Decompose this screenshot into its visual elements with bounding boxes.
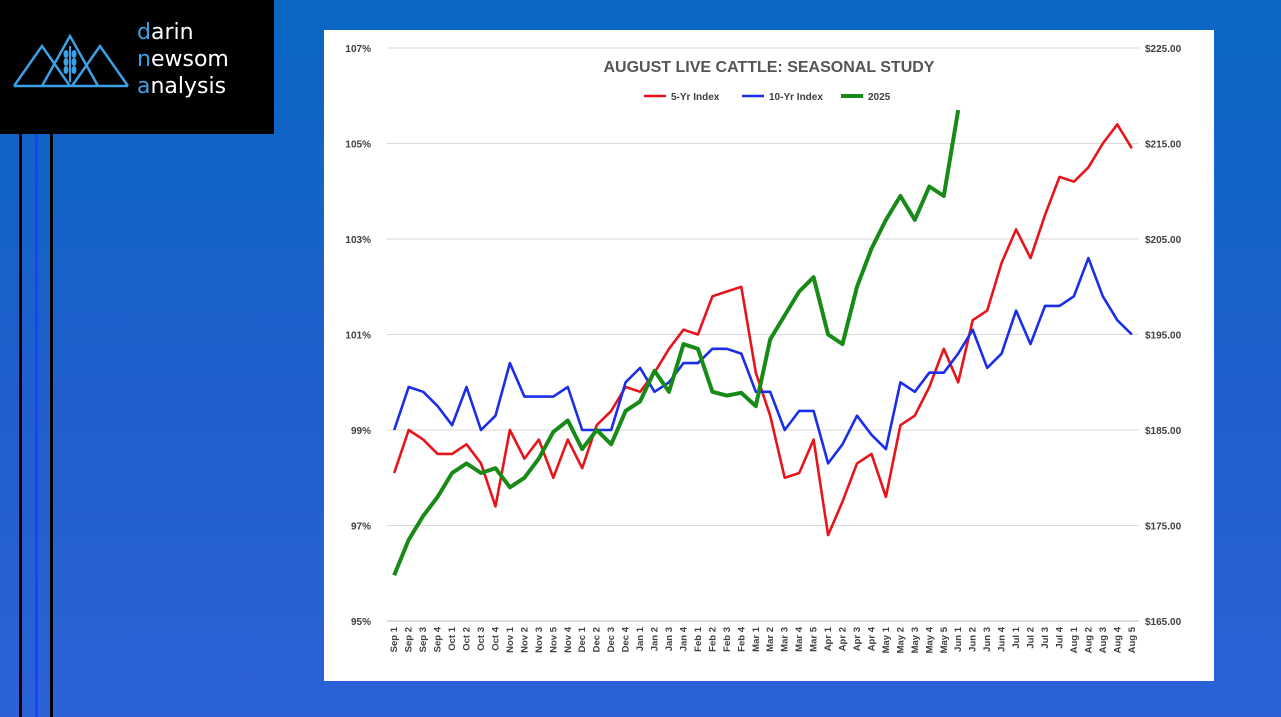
- y-right-tick-label: $215.00: [1145, 140, 1182, 151]
- y-right-tick-label: $225.00: [1145, 44, 1182, 55]
- x-tick-label: Sep 3: [418, 627, 429, 652]
- x-tick-label: Aug 2: [1083, 627, 1094, 653]
- x-tick-label: Oct 4: [490, 626, 501, 650]
- x-tick-label: May 4: [924, 626, 935, 653]
- x-tick-label: Feb 4: [736, 626, 747, 652]
- x-tick-label: Nov 1: [505, 626, 516, 653]
- x-tick-label: Mar 3: [780, 627, 791, 652]
- brand-line-1: darin: [137, 20, 194, 45]
- x-tick-label: Sep 4: [433, 626, 444, 652]
- x-tick-label: Oct 1: [447, 626, 458, 650]
- x-tick-label: Nov 5: [548, 626, 559, 653]
- x-tick-label: Jul 2: [1026, 627, 1037, 649]
- x-tick-label: May 1: [881, 626, 892, 653]
- x-tick-label: Feb 2: [707, 627, 718, 652]
- x-tick-label: Jun 1: [953, 626, 964, 652]
- chart-title: AUGUST LIVE CATTLE: SEASONAL STUDY: [604, 59, 935, 76]
- x-tick-label: Jan 1: [635, 626, 646, 651]
- x-tick-label: Apr 2: [838, 627, 849, 651]
- brand-line-3: analysis: [137, 74, 227, 99]
- x-tick-label: Jul 1: [1011, 626, 1022, 648]
- x-tick-label: Jan 4: [678, 626, 689, 651]
- series-line-10-yr-index: [392, 256, 1133, 465]
- y-left-tick-label: 95%: [351, 617, 371, 628]
- x-tick-label: May 5: [939, 626, 950, 653]
- y-right-tick-label: $205.00: [1145, 235, 1182, 246]
- x-tick-label: Jan 3: [664, 627, 675, 651]
- x-tick-label: Dec 3: [606, 627, 617, 652]
- x-tick-label: Apr 1: [823, 626, 834, 651]
- x-tick-label: Oct 2: [462, 627, 473, 651]
- x-tick-label: Mar 5: [809, 626, 820, 652]
- x-tick-label: Jun 2: [968, 627, 979, 652]
- x-tick-label: Dec 1: [577, 626, 588, 652]
- y-left-tick-label: 107%: [345, 44, 371, 55]
- x-tick-label: Dec 4: [621, 626, 632, 652]
- x-tick-label: Apr 4: [866, 626, 877, 651]
- x-tick-label: Nov 4: [563, 626, 574, 653]
- decor-bar-3: [50, 134, 53, 717]
- x-tick-label: Dec 2: [592, 627, 603, 652]
- chart-panel: AUGUST LIVE CATTLE: SEASONAL STUDY 107% $…: [324, 30, 1214, 681]
- y-right-tick-label: $185.00: [1145, 426, 1182, 437]
- y-left-tick-label: 99%: [351, 426, 371, 437]
- brand-logo: darin newsom analysis: [0, 0, 274, 134]
- x-tick-label: Mar 2: [765, 627, 776, 652]
- y-left-tick-label: 105%: [345, 140, 371, 151]
- x-tick-label: Jul 4: [1054, 626, 1065, 648]
- x-tick-label: Oct 3: [476, 627, 487, 651]
- x-tick-label: Apr 3: [852, 627, 863, 651]
- y-left-tick-label: 101%: [345, 331, 371, 342]
- x-tick-label: Nov 3: [534, 627, 545, 653]
- x-tick-label: May 3: [910, 627, 921, 653]
- x-tick-label: Aug 1: [1069, 626, 1080, 653]
- x-tick-label: Mar 1: [751, 626, 762, 652]
- x-tick-label: Feb 3: [722, 627, 733, 652]
- x-tick-label: Nov 2: [519, 627, 530, 653]
- legend-label: 5-Yr Index: [671, 92, 720, 103]
- x-tick-label: Jul 3: [1040, 627, 1051, 649]
- brand-name: darin newsom analysis: [137, 19, 229, 100]
- y-right-tick-label: $195.00: [1145, 331, 1182, 342]
- y-left-tick-label: 103%: [345, 235, 371, 246]
- series-line-2025: [392, 109, 961, 576]
- y-right-tick-label: $165.00: [1145, 617, 1182, 628]
- seasonal-chart: AUGUST LIVE CATTLE: SEASONAL STUDY 107% $…: [345, 44, 1182, 653]
- x-tick-label: Sep 2: [404, 627, 415, 652]
- x-tick-label: Jun 3: [982, 627, 993, 652]
- x-tick-label: Aug 4: [1112, 626, 1123, 653]
- x-tick-label: Jun 4: [997, 626, 1008, 652]
- legend-label: 10-Yr Index: [769, 92, 823, 103]
- decor-bar-2: [35, 134, 38, 717]
- y-right-tick-label: $175.00: [1145, 522, 1182, 533]
- x-tick-label: Mar 4: [794, 626, 805, 652]
- x-tick-label: Sep 1: [389, 626, 400, 652]
- x-tick-label: Aug 5: [1127, 626, 1138, 653]
- brand-line-2: newsom: [137, 47, 229, 72]
- x-tick-label: May 2: [895, 627, 906, 653]
- legend-label: 2025: [868, 92, 891, 103]
- mountain-wheat-icon: [12, 33, 130, 88]
- series-line-5-yr-index: [392, 123, 1133, 537]
- y-left-tick-label: 97%: [351, 522, 371, 533]
- x-tick-label: Jan 2: [650, 627, 661, 651]
- x-tick-label: Aug 3: [1098, 627, 1109, 653]
- x-tick-label: Feb 1: [693, 626, 704, 652]
- decor-bar-1: [19, 134, 22, 717]
